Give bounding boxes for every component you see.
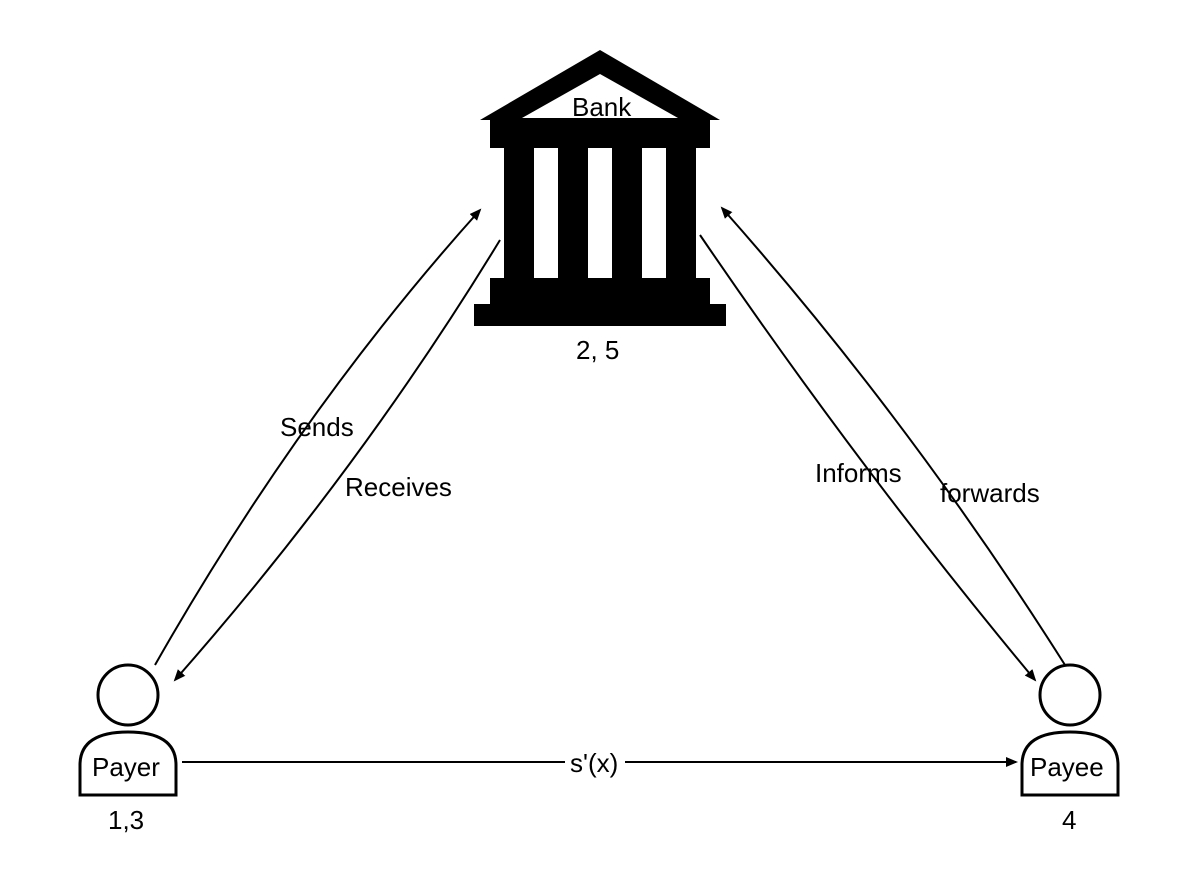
edge-label-informs: Informs xyxy=(815,458,902,489)
bank-label: Bank xyxy=(572,92,631,123)
payee-sublabel: 4 xyxy=(1062,805,1076,836)
edge-forwards xyxy=(722,208,1065,665)
edge-label-sprime: s'(x) xyxy=(570,748,618,779)
payer-label: Payer xyxy=(92,752,160,783)
payment-flow-diagram: Bank 2, 5 Payer 1,3 Payee 4 Sends Receiv… xyxy=(0,0,1200,872)
edge-receives xyxy=(175,240,500,680)
payer-sublabel: 1,3 xyxy=(108,805,144,836)
bank-sublabel: 2, 5 xyxy=(576,335,619,366)
edge-label-sends: Sends xyxy=(280,412,354,443)
edge-label-forwards: forwards xyxy=(940,478,1040,509)
payee-label: Payee xyxy=(1030,752,1104,783)
diagram-svg xyxy=(0,0,1200,872)
edge-label-receives: Receives xyxy=(345,472,452,503)
